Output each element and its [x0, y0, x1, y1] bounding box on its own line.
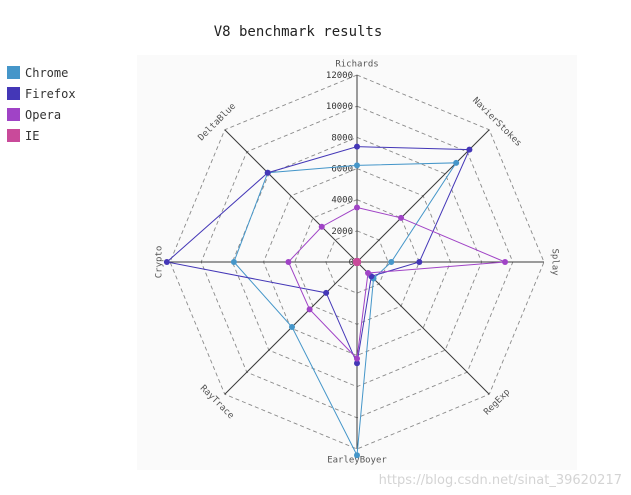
series-point[interactable] [453, 159, 460, 166]
series-point[interactable] [318, 223, 325, 230]
series-point[interactable] [288, 324, 295, 331]
radial-tick-label: 8000 [331, 133, 353, 143]
series-point[interactable] [354, 360, 360, 367]
series-point[interactable] [323, 289, 330, 296]
grid-ring [169, 74, 545, 450]
series-point[interactable] [388, 259, 395, 265]
series-point[interactable] [354, 143, 360, 150]
ticks-layer: 0 2000 4000 6000 8000 10000 12000 [326, 71, 354, 268]
series-point[interactable] [502, 259, 509, 265]
legend-entry[interactable]: Firefox [25, 87, 76, 101]
radial-tick-label: 6000 [331, 165, 353, 175]
series-point[interactable] [163, 259, 170, 265]
series-point[interactable] [398, 214, 405, 221]
series-point[interactable] [285, 259, 292, 265]
legend-entry[interactable]: IE [25, 129, 39, 143]
series-point[interactable] [354, 162, 360, 169]
legend-swatch [7, 66, 20, 79]
series-point[interactable] [353, 258, 361, 266]
axis-line [224, 129, 358, 263]
radial-tick-label: 0 [349, 258, 354, 268]
radial-tick-label: 12000 [326, 71, 353, 81]
series-point[interactable] [365, 270, 372, 277]
axis-label: Splay [550, 248, 560, 276]
series-point[interactable] [466, 146, 473, 153]
legend-entry[interactable]: Chrome [25, 66, 68, 80]
watermark-text: https://blog.csdn.net/sinat_39620217 [379, 473, 622, 488]
legend-swatch [7, 87, 20, 100]
radial-tick-label: 10000 [326, 102, 353, 112]
series-point[interactable] [230, 259, 237, 265]
series-point[interactable] [354, 452, 360, 459]
legend-entry[interactable]: Opera [25, 108, 61, 122]
chart-title: V8 benchmark results [214, 24, 383, 40]
axis-label: EarleyBoyer [327, 456, 387, 466]
legend-swatch [7, 108, 20, 121]
series-point[interactable] [354, 204, 360, 211]
axis-label: Crypto [155, 246, 165, 279]
axis-line [356, 261, 490, 395]
radial-tick-label: 2000 [331, 227, 353, 237]
legend-swatch [7, 129, 20, 142]
series-point[interactable] [354, 355, 360, 362]
grid-ring [325, 230, 389, 294]
series-point[interactable] [306, 306, 313, 313]
axis-line [356, 129, 490, 263]
axis-label: Richards [335, 60, 378, 70]
series-point[interactable] [416, 259, 423, 265]
legend: Chrome Firefox Opera IE [7, 66, 76, 143]
series-point[interactable] [264, 169, 271, 176]
grid-ring [263, 168, 451, 356]
radial-tick-label: 4000 [331, 196, 353, 206]
series-layer [163, 143, 509, 459]
